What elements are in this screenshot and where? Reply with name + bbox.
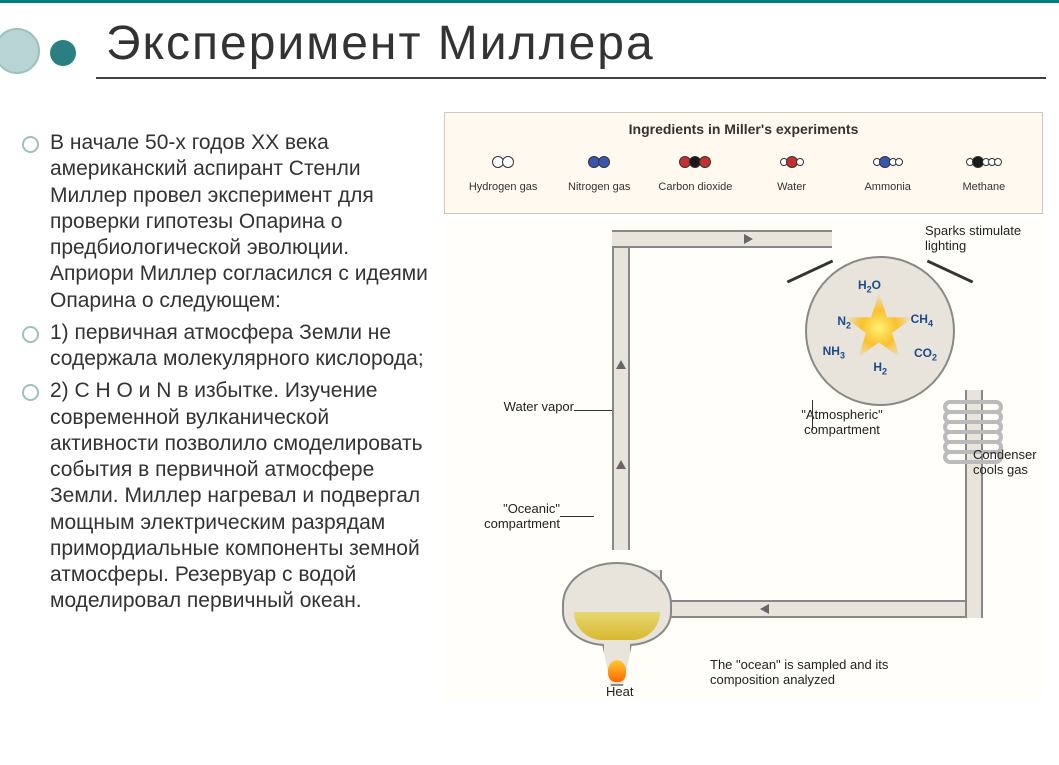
ingredient-label: Ammonia [864, 181, 910, 207]
molecule-icon [967, 147, 1001, 177]
molecule-icon [874, 147, 902, 177]
leader-line [574, 410, 612, 411]
label-water-vapor: Water vapor [484, 400, 574, 415]
accent-top-border [0, 0, 1059, 3]
arrow-icon [616, 460, 626, 469]
label-heat: Heat [606, 685, 633, 700]
ingredients-row: Hydrogen gas Nitrogen gas Carbon dioxide Wa… [455, 147, 1032, 207]
bullet-list: В начале 50-х годов ХХ века американский… [16, 130, 436, 615]
ingredient-item: Water [745, 147, 837, 207]
tube-right-down [965, 504, 983, 618]
label-oceanic: "Oceanic" compartment [444, 502, 560, 532]
ingredient-item: Ammonia [842, 147, 934, 207]
ocean-water [574, 612, 660, 640]
tube-horizontal-bottom [644, 600, 974, 618]
figure-column: Ingredients in Miller's experiments Hydr… [444, 112, 1043, 755]
leader-line [560, 516, 594, 517]
formula-nh3: NH3 [823, 344, 845, 360]
ingredient-label: Nitrogen gas [568, 181, 630, 207]
oceanic-flask [562, 562, 672, 646]
text-column: В начале 50-х годов ХХ века американский… [16, 112, 436, 755]
ingredient-item: Methane [938, 147, 1030, 207]
ingredient-label: Carbon dioxide [658, 181, 732, 207]
formula-co2: CO2 [914, 346, 937, 362]
label-sampled: The "ocean" is sampled and its compositi… [710, 658, 960, 688]
title-bar: Эксперимент Миллера [96, 16, 1059, 79]
list-item: В начале 50-х годов ХХ века американский… [16, 130, 436, 314]
ingredient-label: Water [777, 181, 806, 207]
formula-h2o: H2O [858, 278, 881, 294]
list-item: 2) C H O и N в избытке. Изучение совреме… [16, 378, 436, 614]
ingredients-panel: Ingredients in Miller's experiments Hydr… [444, 112, 1043, 214]
label-sparks: Sparks stimulate lighting [925, 224, 1045, 254]
label-atmospheric: "Atmospheric" compartment [787, 408, 897, 438]
list-item: 1) первичная атмосфера Земли не содержал… [16, 320, 436, 373]
slide-title: Эксперимент Миллера [96, 16, 1046, 79]
arrow-icon [616, 360, 626, 369]
tube-horizontal-top [612, 230, 832, 248]
ingredients-title: Ingredients in Miller's experiments [455, 121, 1032, 137]
formula-n2: N2 [837, 314, 851, 330]
formula-ch4: CH4 [911, 312, 933, 328]
molecule-icon [781, 147, 803, 177]
formula-h2: H2 [873, 360, 887, 376]
ingredient-item: Carbon dioxide [649, 147, 741, 207]
decor-circle-small [50, 40, 76, 66]
ingredient-item: Hydrogen gas [457, 147, 549, 207]
ingredient-label: Methane [962, 181, 1005, 207]
decor-circle-large [0, 28, 40, 74]
content-area: В начале 50-х годов ХХ века американский… [16, 112, 1043, 755]
label-condenser: Condenser cools gas [973, 448, 1055, 478]
apparatus-diagram: H2O N2 NH3 H2 CH4 CO2 Water vapor "Ocean… [444, 220, 1043, 700]
molecule-icon [589, 147, 609, 177]
molecule-icon [680, 147, 710, 177]
tube-vertical-left [612, 230, 630, 550]
arrow-icon [760, 604, 769, 614]
ingredient-label: Hydrogen gas [469, 181, 538, 207]
ingredient-item: Nitrogen gas [553, 147, 645, 207]
header-decoration [0, 28, 76, 74]
leader-line [812, 400, 813, 430]
arrow-icon [744, 234, 753, 244]
flame-icon [608, 660, 626, 682]
molecule-icon [493, 147, 513, 177]
